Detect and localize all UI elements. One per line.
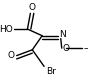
Text: O: O (8, 51, 15, 60)
Text: Br: Br (46, 67, 56, 76)
Text: O: O (63, 44, 70, 53)
Text: HO: HO (0, 25, 13, 34)
Text: O: O (29, 3, 36, 12)
Text: N: N (59, 30, 66, 39)
Text: –: – (83, 44, 88, 53)
